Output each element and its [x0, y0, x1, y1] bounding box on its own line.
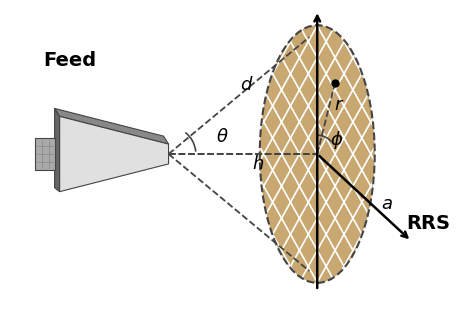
Text: $d$: $d$: [239, 76, 253, 94]
Text: RRS: RRS: [406, 214, 449, 233]
Text: $\phi$: $\phi$: [330, 129, 343, 151]
Text: $r$: $r$: [333, 96, 344, 115]
Text: $a$: $a$: [380, 195, 392, 212]
Polygon shape: [59, 116, 168, 192]
Polygon shape: [55, 109, 168, 144]
Ellipse shape: [259, 25, 374, 283]
FancyBboxPatch shape: [35, 138, 55, 170]
Text: $\theta$: $\theta$: [215, 128, 228, 146]
Polygon shape: [55, 109, 59, 192]
Text: $h$: $h$: [251, 155, 263, 173]
Text: Feed: Feed: [43, 51, 96, 70]
